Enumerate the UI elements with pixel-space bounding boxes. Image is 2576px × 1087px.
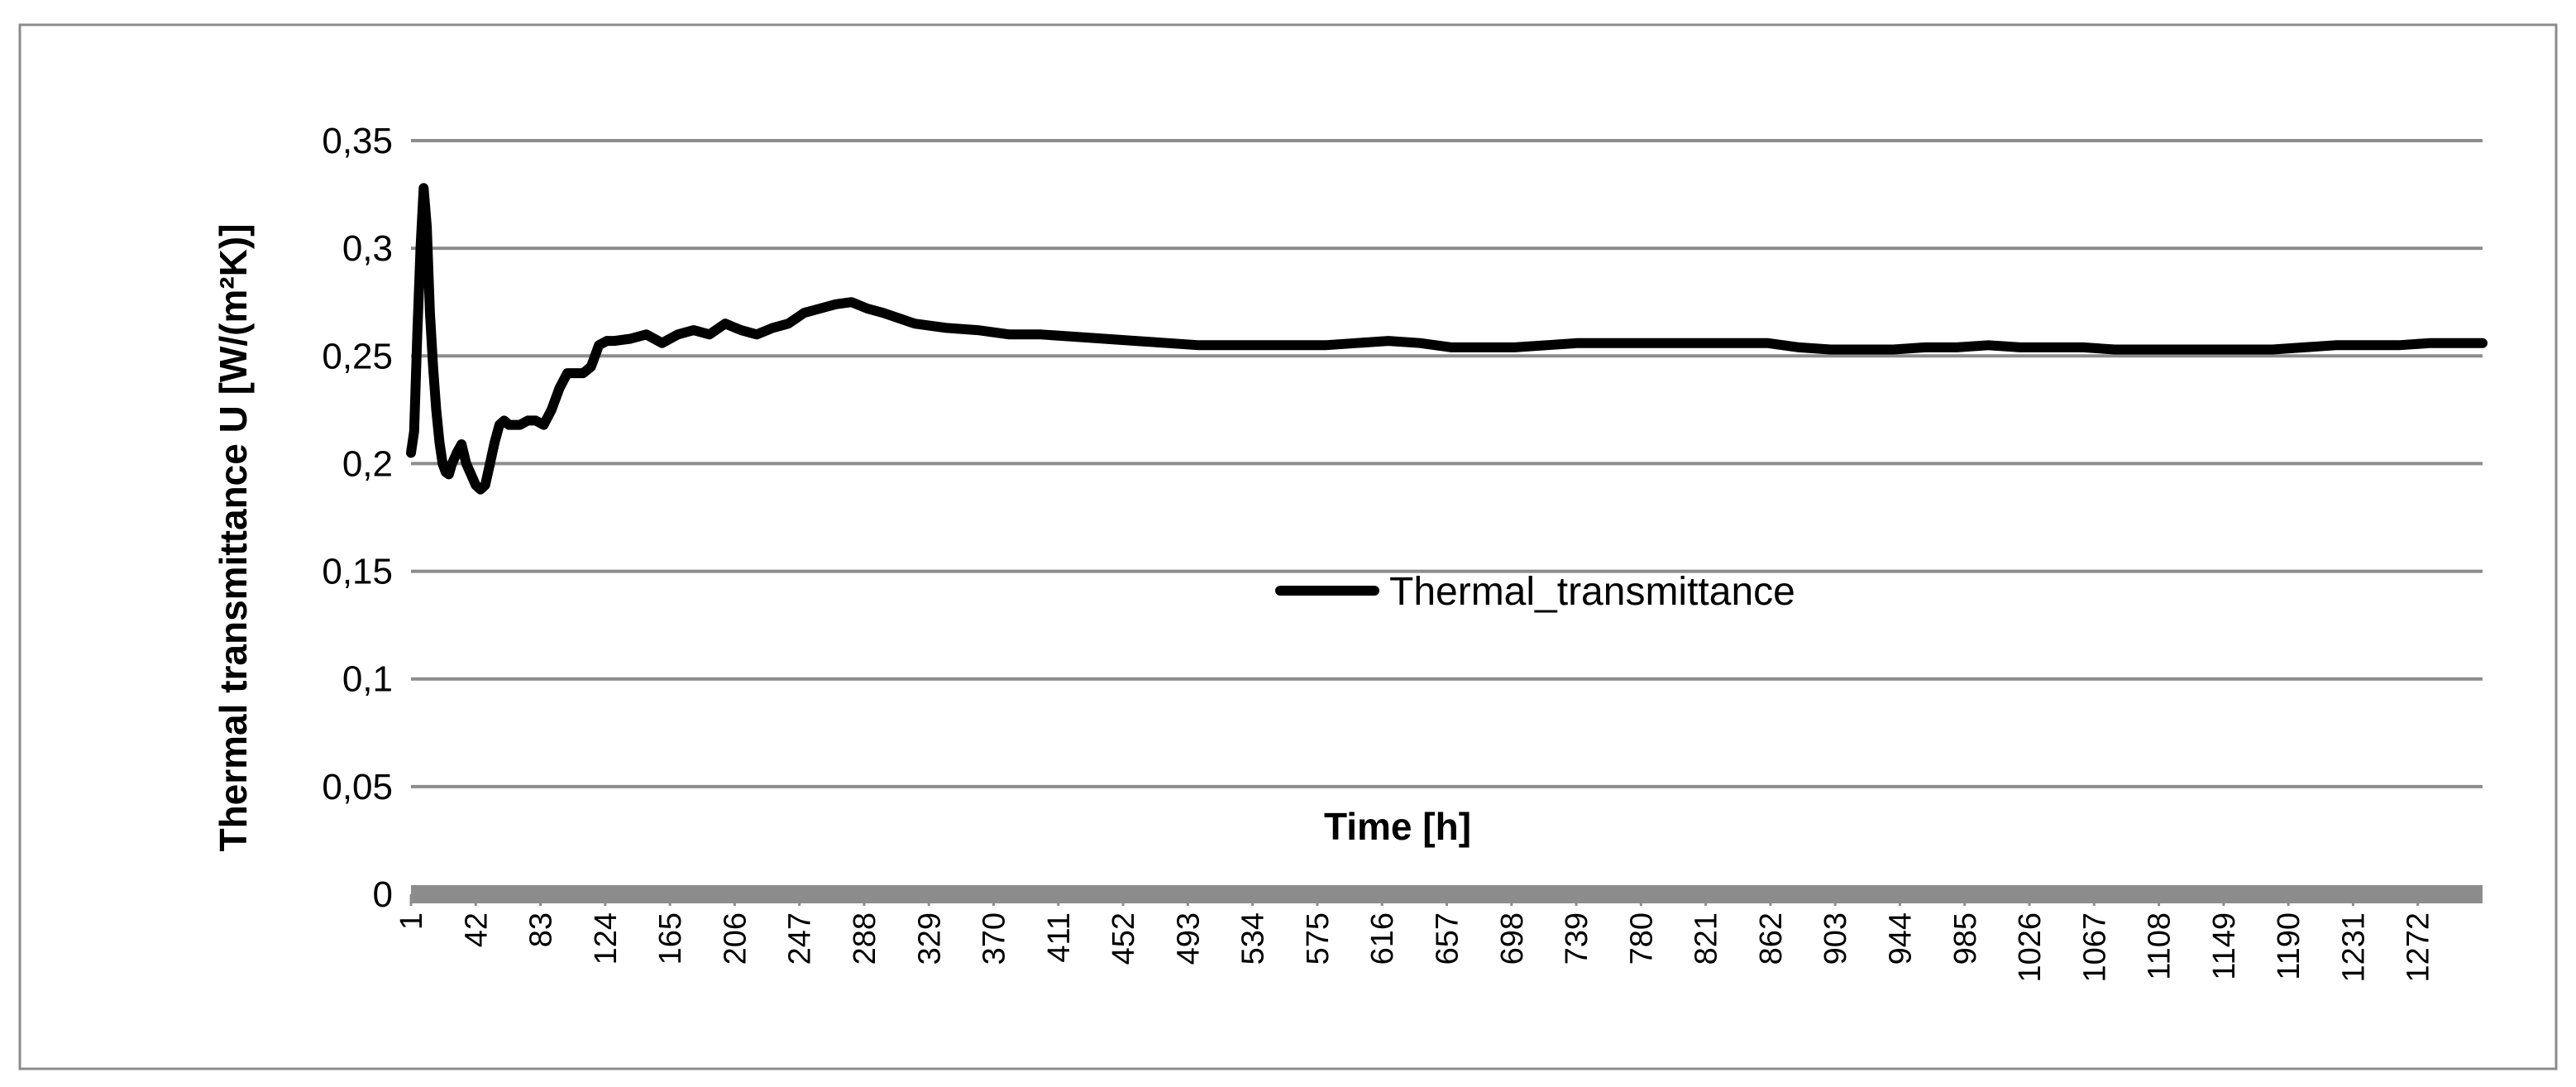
x-tick-label: 780	[1624, 912, 1659, 965]
x-tick-label: 1067	[2077, 912, 2112, 983]
y-axis-ticks: 0 0,05 0,1 0,15 0,2 0,25 0,3 0,35	[322, 121, 393, 915]
y-tick-label: 0,05	[322, 767, 393, 807]
x-tick-label: 1272	[2402, 912, 2436, 983]
y-tick-label: 0,2	[342, 443, 393, 484]
x-tick-label: 534	[1236, 912, 1271, 965]
y-tick-label: 0,25	[322, 336, 393, 376]
x-tick-label: 1108	[2143, 912, 2177, 980]
x-tick-label: 616	[1365, 912, 1400, 965]
legend: Thermal_transmittance	[1275, 570, 1795, 614]
y-tick-label: 0,15	[322, 552, 393, 592]
x-tick-label: 698	[1495, 912, 1530, 965]
legend-label: Thermal_transmittance	[1389, 570, 1795, 614]
y-tick-label: 0	[373, 874, 393, 915]
x-tick-label: 1190	[2272, 912, 2306, 980]
x-axis-ticks: 1 42 83 124 165 206 247 288 329 370 411 452 493 534 57…	[394, 894, 2436, 983]
gridlines	[411, 139, 2483, 788]
x-tick-label: 83	[524, 912, 559, 947]
x-tick-label: 985	[1948, 912, 1983, 965]
x-tick-label: 657	[1431, 912, 1465, 965]
x-tick-label: 944	[1883, 912, 1918, 965]
x-tick-label: 903	[1818, 912, 1853, 965]
series-line-thermal-transmittance	[406, 183, 2488, 495]
x-tick-label: 288	[848, 912, 882, 965]
y-tick-label: 0,1	[342, 659, 393, 700]
chart-frame	[18, 23, 2558, 1070]
x-axis-label: Time [h]	[1324, 805, 1471, 848]
x-tick-label: 493	[1171, 912, 1206, 965]
x-tick-label: 42	[459, 912, 494, 947]
x-tick-label: 1149	[2207, 912, 2242, 980]
y-tick-label: 0,3	[342, 228, 393, 269]
x-tick-label: 247	[783, 912, 818, 965]
x-tick-label: 1231	[2336, 912, 2371, 983]
x-tick-label: 329	[912, 912, 947, 965]
x-tick-label: 206	[718, 912, 753, 965]
x-tick-label: 1026	[2013, 912, 2048, 983]
x-tick-label: 165	[653, 912, 688, 965]
x-tick-label: 452	[1106, 912, 1141, 965]
x-tick-label: 739	[1560, 912, 1594, 965]
x-tick-label: 124	[589, 912, 624, 965]
x-tick-label: 411	[1042, 912, 1077, 963]
x-tick-label: 575	[1301, 912, 1336, 965]
x-tick-label: 370	[977, 912, 1012, 965]
x-tick-label: 821	[1689, 912, 1724, 965]
x-tick-label: 1	[394, 912, 429, 930]
x-tick-label: 862	[1754, 912, 1789, 965]
series-group	[406, 183, 2488, 495]
y-axis-label: Thermal transmittance U [W/(m²K)]	[212, 223, 255, 851]
y-tick-label: 0,35	[322, 121, 393, 161]
